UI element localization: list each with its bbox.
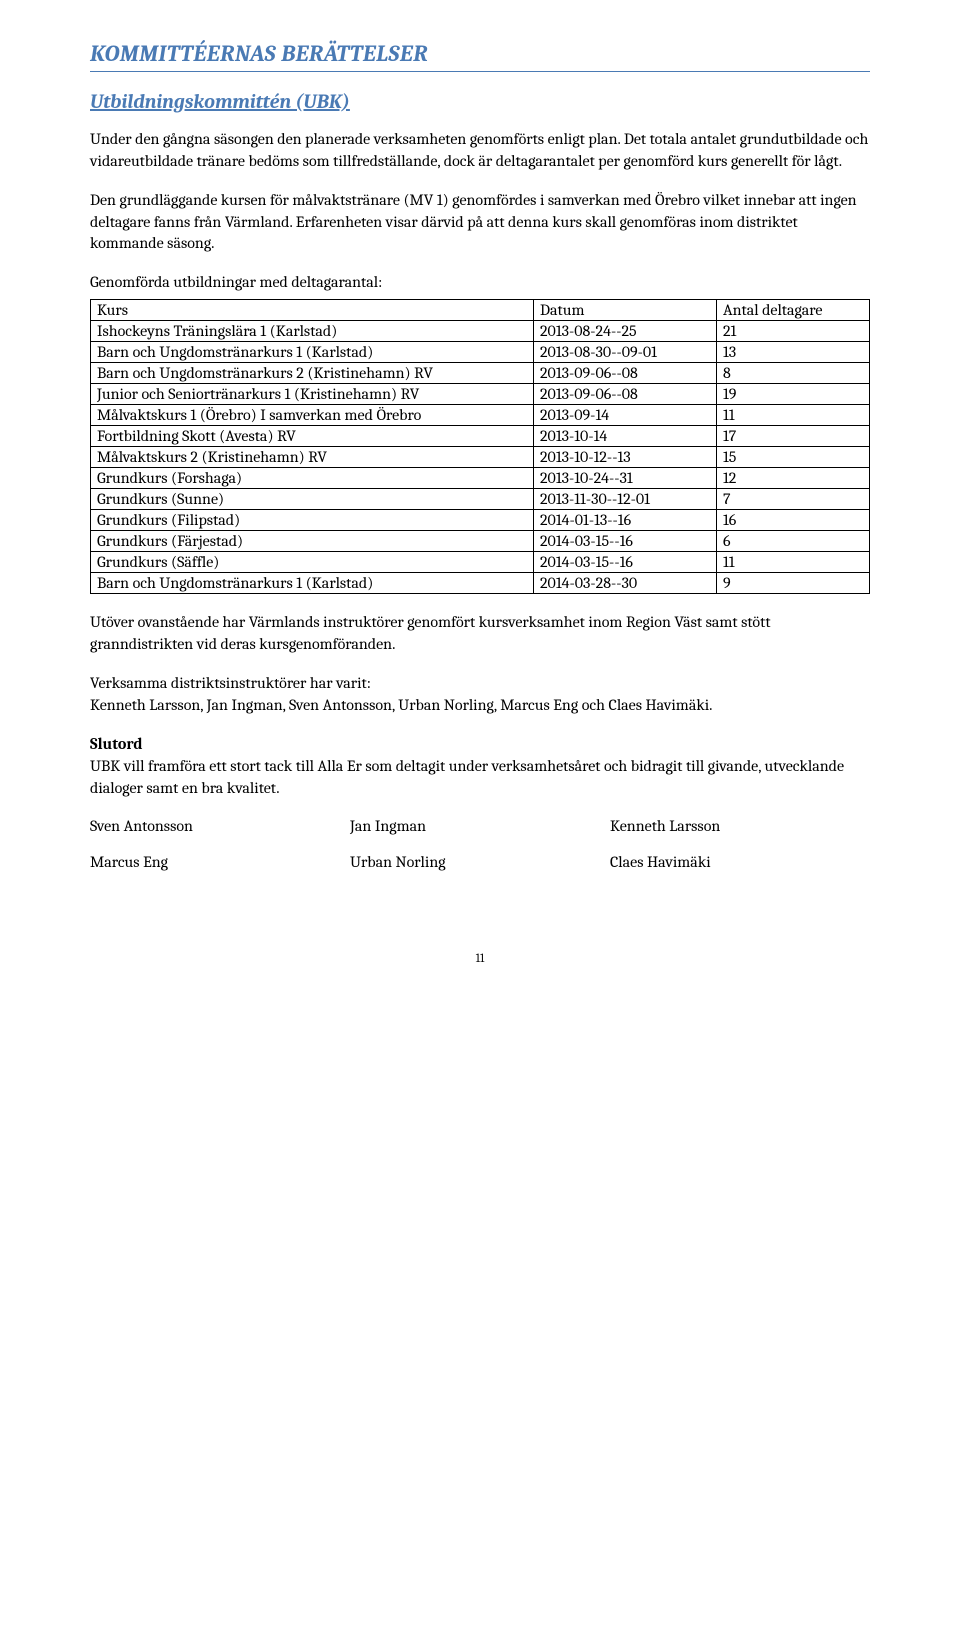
cell-kurs: Målvaktskurs 1 (Örebro) I samverkan med … — [91, 404, 534, 425]
table-row: Målvaktskurs 1 (Örebro) I samverkan med … — [91, 404, 870, 425]
col-antal: Antal deltagare — [717, 299, 870, 320]
cell-antal: 15 — [717, 446, 870, 467]
table-row: Grundkurs (Forshaga)2013-10-24--3112 — [91, 467, 870, 488]
main-heading: KOMMITTÉERNAS BERÄTTELSER — [90, 40, 870, 67]
page: KOMMITTÉERNAS BERÄTTELSER Utbildningskom… — [0, 0, 960, 1005]
table-row: Målvaktskurs 2 (Kristinehamn) RV2013-10-… — [91, 446, 870, 467]
cell-datum: 2013-09-06--08 — [534, 383, 717, 404]
cell-antal: 11 — [717, 551, 870, 572]
slutord-label: Slutord — [90, 735, 143, 753]
cell-antal: 11 — [717, 404, 870, 425]
cell-kurs: Barn och Ungdomstränarkurs 1 (Karlstad) — [91, 341, 534, 362]
sig-5: Urban Norling — [350, 853, 610, 871]
cell-datum: 2013-08-30--09-01 — [534, 341, 717, 362]
sig-3: Kenneth Larsson — [610, 817, 870, 835]
table-row: Barn och Ungdomstränarkurs 1 (Karlstad)2… — [91, 341, 870, 362]
heading-rule — [90, 71, 870, 72]
cell-kurs: Målvaktskurs 2 (Kristinehamn) RV — [91, 446, 534, 467]
table-row: Barn och Ungdomstränarkurs 1 (Karlstad)2… — [91, 572, 870, 593]
section-heading: Utbildningskommittén (UBK) — [90, 90, 870, 113]
cell-antal: 21 — [717, 320, 870, 341]
sig-4: Marcus Eng — [90, 853, 350, 871]
sig-6: Claes Havimäki — [610, 853, 870, 871]
table-header-row: Kurs Datum Antal deltagare — [91, 299, 870, 320]
sig-2: Jan Ingman — [350, 817, 610, 835]
cell-datum: 2014-03-15--16 — [534, 551, 717, 572]
cell-kurs: Grundkurs (Säffle) — [91, 551, 534, 572]
table-row: Grundkurs (Sunne)2013-11-30--12-017 — [91, 488, 870, 509]
table-row: Fortbildning Skott (Avesta) RV2013-10-14… — [91, 425, 870, 446]
cell-datum: 2013-09-06--08 — [534, 362, 717, 383]
table-row: Grundkurs (Filipstad)2014-01-13--1616 — [91, 509, 870, 530]
cell-antal: 7 — [717, 488, 870, 509]
table-caption: Genomförda utbildningar med deltagaranta… — [90, 273, 870, 291]
paragraph-2: Den grundläggande kursen för målvaktsträ… — [90, 190, 870, 255]
cell-antal: 6 — [717, 530, 870, 551]
p4-line2: Kenneth Larsson, Jan Ingman, Sven Antons… — [90, 696, 712, 714]
paragraph-4: Verksamma distriktsinstruktörer har vari… — [90, 673, 870, 716]
cell-datum: 2014-03-28--30 — [534, 572, 717, 593]
cell-datum: 2014-01-13--16 — [534, 509, 717, 530]
cell-kurs: Barn och Ungdomstränarkurs 2 (Kristineha… — [91, 362, 534, 383]
cell-antal: 19 — [717, 383, 870, 404]
paragraph-slutord: Slutord UBK vill framföra ett stort tack… — [90, 734, 870, 799]
training-table: Kurs Datum Antal deltagare Ishockeyns Tr… — [90, 299, 870, 594]
cell-datum: 2013-10-12--13 — [534, 446, 717, 467]
signature-row-1: Sven Antonsson Jan Ingman Kenneth Larsso… — [90, 817, 870, 835]
slutord-text: UBK vill framföra ett stort tack till Al… — [90, 757, 844, 797]
cell-antal: 17 — [717, 425, 870, 446]
p4-line1: Verksamma distriktsinstruktörer har vari… — [90, 674, 371, 692]
sig-1: Sven Antonsson — [90, 817, 350, 835]
table-row: Ishockeyns Träningslära 1 (Karlstad)2013… — [91, 320, 870, 341]
cell-antal: 8 — [717, 362, 870, 383]
cell-datum: 2014-03-15--16 — [534, 530, 717, 551]
col-kurs: Kurs — [91, 299, 534, 320]
cell-kurs: Grundkurs (Forshaga) — [91, 467, 534, 488]
table-row: Grundkurs (Färjestad)2014-03-15--166 — [91, 530, 870, 551]
cell-antal: 16 — [717, 509, 870, 530]
cell-kurs: Fortbildning Skott (Avesta) RV — [91, 425, 534, 446]
cell-kurs: Grundkurs (Färjestad) — [91, 530, 534, 551]
table-body: Ishockeyns Träningslära 1 (Karlstad)2013… — [91, 320, 870, 593]
cell-kurs: Grundkurs (Filipstad) — [91, 509, 534, 530]
cell-datum: 2013-10-24--31 — [534, 467, 717, 488]
signature-row-2: Marcus Eng Urban Norling Claes Havimäki — [90, 853, 870, 871]
cell-kurs: Grundkurs (Sunne) — [91, 488, 534, 509]
cell-datum: 2013-10-14 — [534, 425, 717, 446]
col-datum: Datum — [534, 299, 717, 320]
table-row: Barn och Ungdomstränarkurs 2 (Kristineha… — [91, 362, 870, 383]
cell-datum: 2013-11-30--12-01 — [534, 488, 717, 509]
cell-datum: 2013-08-24--25 — [534, 320, 717, 341]
table-row: Junior och Seniortränarkurs 1 (Kristineh… — [91, 383, 870, 404]
cell-antal: 9 — [717, 572, 870, 593]
cell-kurs: Junior och Seniortränarkurs 1 (Kristineh… — [91, 383, 534, 404]
cell-datum: 2013-09-14 — [534, 404, 717, 425]
cell-kurs: Barn och Ungdomstränarkurs 1 (Karlstad) — [91, 572, 534, 593]
cell-antal: 12 — [717, 467, 870, 488]
page-number: 11 — [90, 951, 870, 965]
paragraph-1: Under den gångna säsongen den planerade … — [90, 129, 870, 172]
cell-kurs: Ishockeyns Träningslära 1 (Karlstad) — [91, 320, 534, 341]
table-row: Grundkurs (Säffle)2014-03-15--1611 — [91, 551, 870, 572]
paragraph-3: Utöver ovanstående har Värmlands instruk… — [90, 612, 870, 655]
cell-antal: 13 — [717, 341, 870, 362]
